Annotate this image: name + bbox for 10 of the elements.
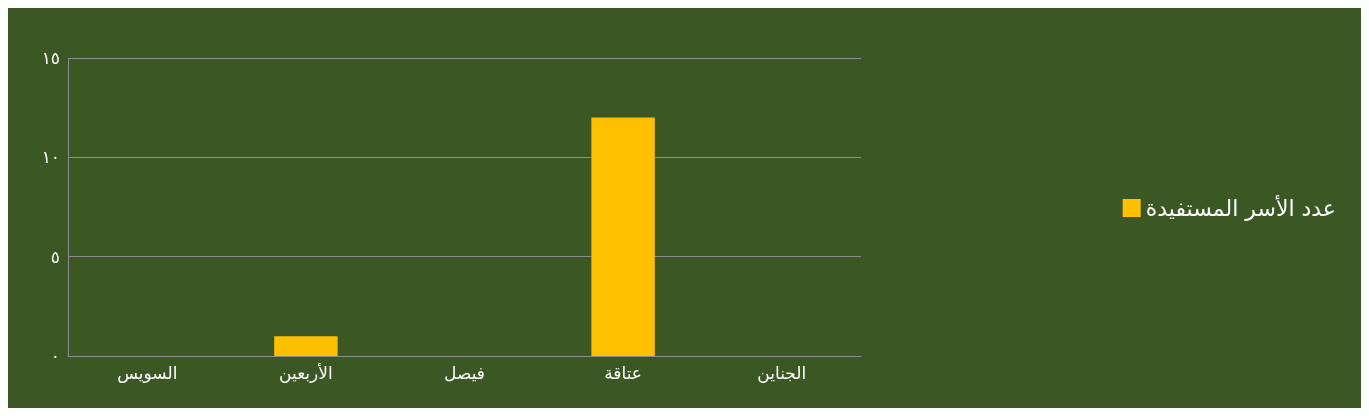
x-tick-label: فيصل: [444, 362, 485, 383]
y-tick-label: ١٠: [41, 147, 60, 168]
x-tick-label: عتاقة: [604, 362, 642, 383]
x-tick-label: الأربعين: [279, 362, 333, 383]
y-tick-label: ١٥: [41, 48, 60, 68]
legend-label: عدد الأسر المستفيدة: [1145, 194, 1337, 221]
y-tick-label: ٥: [50, 246, 60, 267]
x-tick-label: السويس: [117, 362, 178, 383]
x-tick-label: الجناين: [757, 362, 807, 383]
y-tick-label: ٠: [50, 346, 60, 366]
